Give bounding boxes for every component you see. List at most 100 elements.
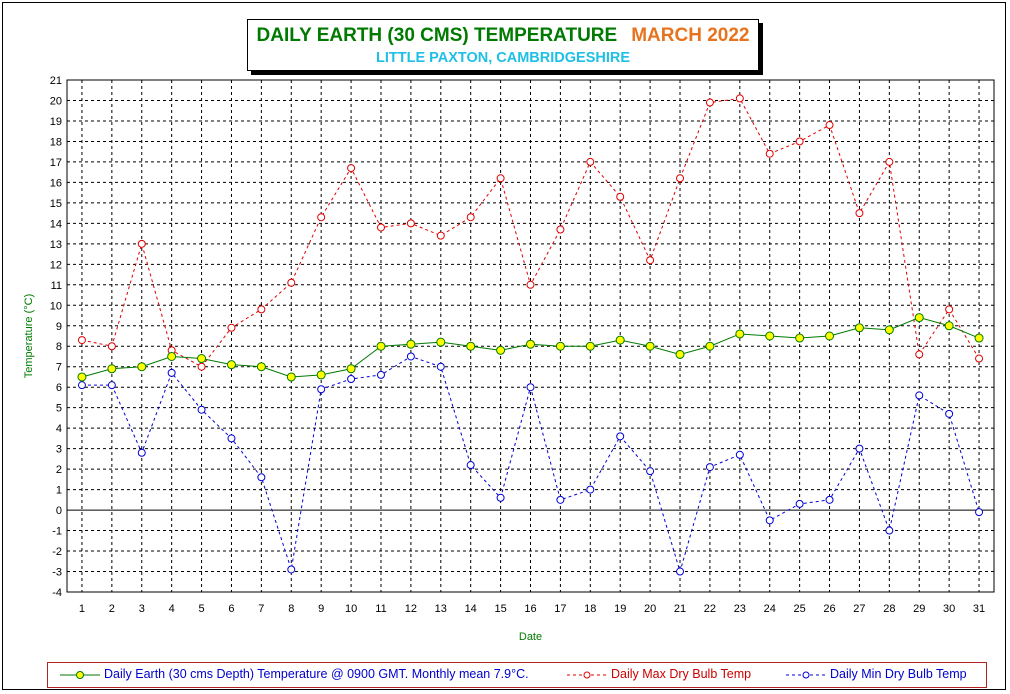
data-point-earth <box>615 335 625 345</box>
x-tick-label: 26 <box>823 603 835 615</box>
data-point-min <box>406 352 415 361</box>
y-tick-label: 11 <box>51 280 62 292</box>
data-point-min <box>526 383 535 392</box>
y-axis-label: Temperature (°C) <box>23 294 35 378</box>
x-tick-label: 28 <box>883 603 895 615</box>
y-tick-label: 16 <box>50 177 62 189</box>
data-point-min <box>825 495 834 504</box>
data-point-max <box>705 98 714 107</box>
data-point-earth <box>466 341 476 351</box>
legend-item-earth: Daily Earth (30 cms Depth) Temperature @… <box>58 666 578 684</box>
data-point-max <box>676 174 685 183</box>
x-tick-label: 29 <box>913 603 925 615</box>
data-point-earth <box>884 325 894 335</box>
data-point-min <box>795 499 804 508</box>
data-point-min <box>616 432 625 441</box>
x-tick-label: 30 <box>943 603 955 615</box>
data-point-earth <box>555 341 565 351</box>
data-point-max <box>735 94 744 103</box>
data-point-max <box>376 223 385 232</box>
data-point-max <box>496 174 505 183</box>
data-point-earth <box>735 329 745 339</box>
data-point-max <box>616 192 625 201</box>
data-point-min <box>77 381 86 390</box>
y-tick-label: 14 <box>50 218 62 230</box>
data-point-min <box>975 508 984 517</box>
x-tick-label: 11 <box>375 603 386 615</box>
data-point-min <box>347 375 356 384</box>
chart-title-line: DAILY EARTH (30 CMS) TEMPERATURE MARCH 20… <box>248 25 758 47</box>
y-tick-label: 20 <box>50 95 62 107</box>
data-point-earth <box>107 364 117 374</box>
data-point-earth <box>974 333 984 343</box>
y-tick-label: 17 <box>50 157 62 169</box>
data-point-min <box>945 409 954 418</box>
data-point-max <box>526 280 535 289</box>
x-tick-label: 22 <box>704 603 716 615</box>
data-point-max <box>77 336 86 345</box>
chart-title-box: DAILY EARTH (30 CMS) TEMPERATURE MARCH 20… <box>247 19 759 71</box>
data-point-min <box>885 526 894 535</box>
data-point-earth <box>496 345 506 355</box>
x-tick-label: 31 <box>973 603 985 615</box>
data-point-earth <box>286 372 296 382</box>
x-tick-label: 1 <box>79 603 85 615</box>
y-tick-label: 1 <box>56 485 62 497</box>
data-point-max <box>945 305 954 314</box>
data-point-min <box>107 381 116 390</box>
data-point-max <box>586 157 595 166</box>
data-point-max <box>765 149 774 158</box>
x-tick-label: 3 <box>139 603 145 615</box>
legend-swatch-max <box>567 671 607 679</box>
data-point-min <box>197 405 206 414</box>
data-point-min <box>586 485 595 494</box>
y-tick-label: 3 <box>56 444 62 456</box>
data-point-min <box>376 370 385 379</box>
data-point-earth <box>137 362 147 372</box>
x-tick-label: 23 <box>734 603 746 615</box>
data-point-earth <box>316 370 326 380</box>
y-tick-label: -3 <box>52 567 62 579</box>
data-point-earth <box>705 341 715 351</box>
data-point-min <box>765 516 774 525</box>
x-tick-label: 16 <box>524 603 536 615</box>
data-point-earth <box>376 341 386 351</box>
x-tick-label: 10 <box>345 603 357 615</box>
data-point-min <box>855 444 864 453</box>
y-tick-label: 21 <box>50 75 62 87</box>
y-tick-label: 7 <box>56 362 62 374</box>
x-tick-label: 25 <box>794 603 806 615</box>
data-point-max <box>975 354 984 363</box>
x-tick-label: 6 <box>228 603 234 615</box>
data-point-earth <box>854 323 864 333</box>
data-point-max <box>287 278 296 287</box>
y-tick-label: 19 <box>50 116 62 128</box>
y-tick-label: -1 <box>52 526 62 538</box>
data-point-max <box>227 323 236 332</box>
data-point-max <box>406 219 415 228</box>
data-point-min <box>137 448 146 457</box>
data-point-min <box>287 565 296 574</box>
data-point-min <box>257 473 266 482</box>
data-point-min <box>735 450 744 459</box>
x-axis-label: Date <box>519 631 542 643</box>
x-tick-label: 19 <box>614 603 626 615</box>
x-tick-label: 9 <box>318 603 324 615</box>
data-point-min <box>436 362 445 371</box>
data-point-max <box>556 225 565 234</box>
legend-item-min: Daily Min Dry Bulb Temp <box>784 666 984 684</box>
data-point-earth <box>675 349 685 359</box>
y-tick-label: 10 <box>50 300 62 312</box>
y-tick-label: 9 <box>56 321 62 333</box>
x-tick-label: 24 <box>764 603 776 615</box>
data-point-earth <box>825 331 835 341</box>
data-point-earth <box>795 333 805 343</box>
x-tick-label: 4 <box>169 603 175 615</box>
x-tick-label: 14 <box>465 603 477 615</box>
legend-swatch-earth <box>60 671 100 679</box>
data-point-max <box>436 231 445 240</box>
data-point-earth <box>197 354 207 364</box>
data-point-earth <box>77 372 87 382</box>
